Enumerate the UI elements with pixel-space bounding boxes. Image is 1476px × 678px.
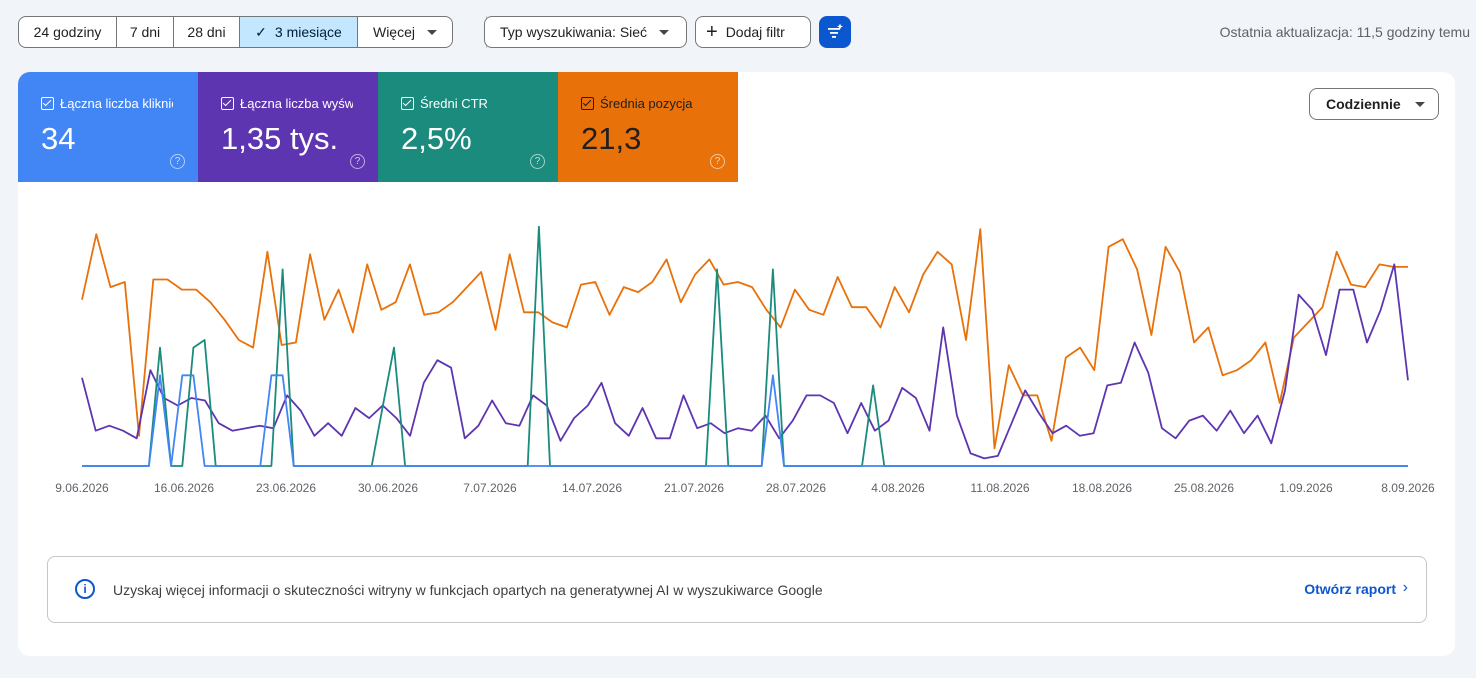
checkbox-icon[interactable] (401, 97, 414, 110)
filter-sparkle-icon (828, 23, 843, 38)
caret-down-icon (659, 29, 670, 35)
metric-clicks-value: 34 (41, 121, 76, 156)
caret-down-icon (1414, 101, 1425, 107)
range-more-button[interactable]: Więcej (358, 17, 452, 47)
x-tick-label: 1.09.2026 (1279, 481, 1333, 495)
x-tick-label: 21.07.2026 (664, 481, 724, 495)
metric-position-value: 21,3 (581, 121, 642, 156)
range-3m-button[interactable]: ✓ 3 miesiące (240, 17, 358, 47)
x-tick-label: 25.08.2026 (1174, 481, 1234, 495)
caret-down-icon (427, 29, 437, 35)
checkbox-icon[interactable] (41, 97, 54, 110)
search-type-filter[interactable]: Typ wyszukiwania: Sieć (484, 16, 687, 48)
granularity-dropdown[interactable]: Codziennie (1309, 88, 1439, 120)
help-icon[interactable]: ? (170, 154, 185, 169)
ai-filter-button[interactable] (819, 16, 851, 48)
metric-clicks-label: Łączna liczba kliknięć (41, 96, 173, 111)
banner-text: Uzyskaj więcej informacji o skuteczności… (113, 582, 823, 598)
performance-card: Łączna liczba kliknięć 34 ? Łączna liczb… (18, 72, 1455, 656)
x-tick-label: 7.07.2026 (463, 481, 517, 495)
metric-ctr-value: 2,5% (401, 121, 472, 156)
help-icon[interactable]: ? (350, 154, 365, 169)
help-icon[interactable]: ? (530, 154, 545, 169)
x-tick-label: 30.06.2026 (358, 481, 418, 495)
metric-ctr-label: Średni CTR (401, 96, 533, 111)
x-tick-label: 9.06.2026 (55, 481, 109, 495)
toolbar: 24 godziny 7 dni 28 dni ✓ 3 miesiące Więc… (18, 16, 1470, 48)
last-update-text: Ostatnia aktualizacja: 11,5 godziny temu (1219, 24, 1470, 40)
x-tick-label: 11.08.2026 (970, 481, 1029, 495)
series-line-3 (82, 374, 1408, 467)
range-24h-button[interactable]: 24 godziny (19, 17, 117, 47)
date-range-selector: 24 godziny 7 dni 28 dni ✓ 3 miesiące Więc… (18, 16, 453, 48)
metric-impressions-card[interactable]: Łączna liczba wyświetleń 1,35 tys. ? (198, 72, 378, 182)
metric-position-card[interactable]: Średnia pozycja 21,3 ? (558, 72, 738, 182)
open-report-link[interactable]: Otwórz raport (1304, 581, 1396, 597)
chevron-right-icon[interactable]: › (1402, 579, 1408, 596)
metric-clicks-card[interactable]: Łączna liczba kliknięć 34 ? (18, 72, 198, 182)
range-28d-button[interactable]: 28 dni (174, 17, 240, 47)
x-tick-label: 18.08.2026 (1072, 481, 1132, 495)
x-tick-label: 16.06.2026 (154, 481, 214, 495)
series-line-0 (81, 228, 1408, 450)
x-tick-label: 14.07.2026 (562, 481, 622, 495)
add-filter-button[interactable]: + Dodaj filtr (695, 16, 811, 48)
info-icon: i (75, 579, 95, 599)
x-tick-label: 8.09.2026 (1381, 481, 1435, 495)
plus-icon: + (706, 21, 718, 43)
metric-position-label: Średnia pozycja (581, 96, 713, 111)
metric-impressions-label: Łączna liczba wyświetleń (221, 96, 353, 111)
metric-impressions-value: 1,35 tys. (221, 121, 339, 156)
performance-chart: 9.06.2026 16.06.2026 23.06.2026 30.06.2026 7… (55, 225, 1435, 495)
range-7d-button[interactable]: 7 dni (117, 17, 174, 47)
ai-info-banner: i Uzyskaj więcej informacji o skutecznoś… (47, 556, 1427, 623)
checkbox-icon[interactable] (221, 97, 234, 110)
metric-ctr-card[interactable]: Średni CTR 2,5% ? (378, 72, 558, 182)
series-line-1 (81, 263, 1409, 460)
checkbox-icon[interactable] (581, 97, 594, 110)
help-icon[interactable]: ? (710, 154, 725, 169)
x-tick-label: 28.07.2026 (766, 481, 826, 495)
checkmark-icon: ✓ (255, 23, 267, 40)
x-tick-label: 23.06.2026 (256, 481, 316, 495)
x-tick-label: 4.08.2026 (871, 481, 925, 495)
